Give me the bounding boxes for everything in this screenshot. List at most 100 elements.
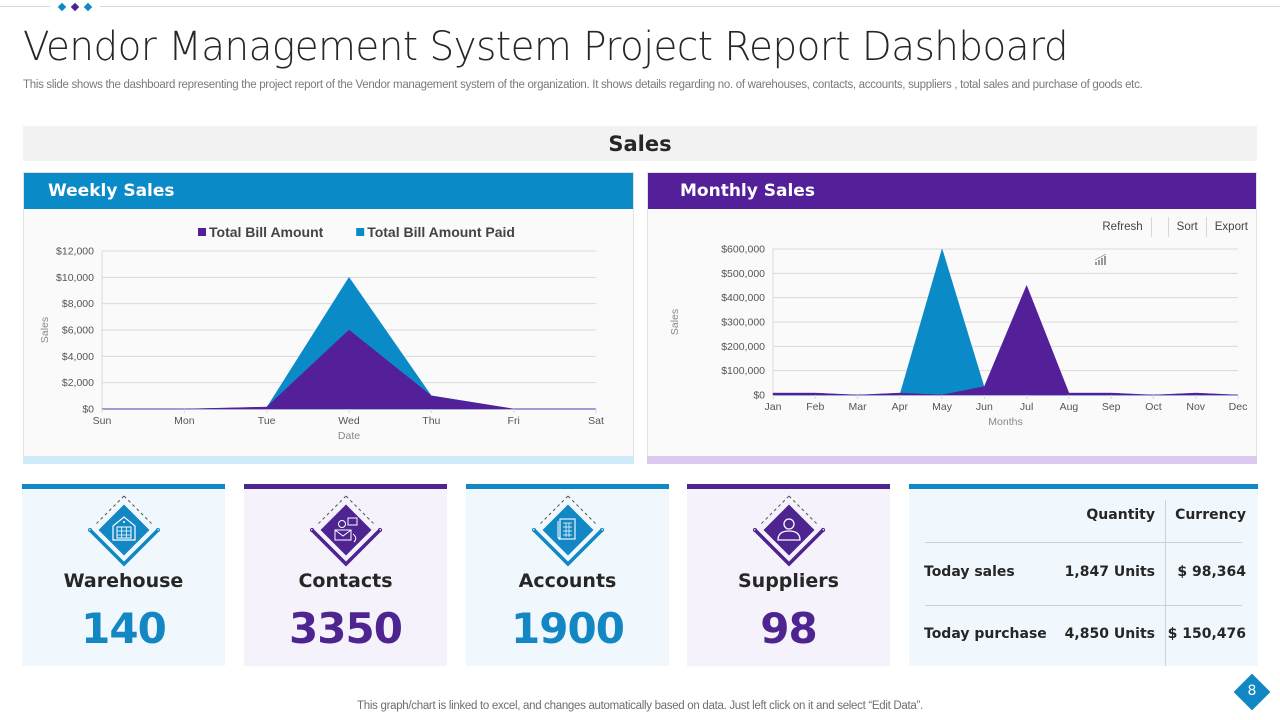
page-number-badge: 8 xyxy=(1233,673,1271,711)
kpi-label: Accounts xyxy=(518,570,617,592)
legend-label: Total Bill Amount xyxy=(209,224,324,240)
x-tick-label: Jul xyxy=(1020,401,1033,413)
footnote: This graph/chart is linked to excel, and… xyxy=(357,700,923,712)
y-tick-label: $0 xyxy=(82,404,94,416)
x-tick-label: Mon xyxy=(174,415,195,427)
row-divider xyxy=(925,605,1242,606)
x-axis-title: Date xyxy=(338,430,360,442)
area-total-bill-amount xyxy=(102,329,596,410)
area-total-bill-amount xyxy=(772,284,1239,396)
refresh-button[interactable]: Refresh xyxy=(1094,217,1152,237)
x-tick-label: Wed xyxy=(338,415,360,427)
panel-footer-bar xyxy=(647,456,1257,464)
weekly-sales-panel: Weekly Sales $0 $2,000 $4,000 $6,000 $8,000 $… xyxy=(23,172,634,464)
kpi-accent-bar xyxy=(466,484,669,489)
today-sales-currency: $ 98,364 xyxy=(1177,564,1246,580)
y-tick-label: $8,000 xyxy=(62,298,94,310)
x-tick-label: May xyxy=(932,401,953,413)
weekly-sales-chart[interactable]: $0 $2,000 $4,000 $6,000 $8,000 $10,000 $12,000… xyxy=(24,209,635,457)
kpi-card-accounts: Accounts 1900 xyxy=(466,484,669,666)
sort-button[interactable]: Sort xyxy=(1169,217,1207,237)
contacts-icon xyxy=(308,494,384,570)
kpi-card-suppliers: Suppliers 98 xyxy=(687,484,890,666)
x-tick-label: Jun xyxy=(976,401,993,413)
x-tick-label: Feb xyxy=(806,401,824,413)
page-number: 8 xyxy=(1247,683,1257,699)
y-tick-label: $0 xyxy=(753,390,765,402)
section-title-sales: Sales xyxy=(23,126,1257,161)
y-tick-label: $200,000 xyxy=(721,341,765,353)
column-header-quantity: Quantity xyxy=(1086,507,1155,523)
chart-type-button[interactable] xyxy=(1095,217,1169,265)
y-axis-title: Sales xyxy=(39,317,51,343)
suppliers-icon xyxy=(751,494,827,570)
y-tick-label: $400,000 xyxy=(721,292,765,304)
x-tick-label: Sat xyxy=(588,415,604,427)
x-tick-label: Apr xyxy=(892,401,909,413)
legend-swatch xyxy=(198,228,206,236)
row-label-today-purchase: Today purchase xyxy=(924,626,1047,642)
row-label-today-sales: Today sales xyxy=(924,564,1015,580)
column-divider xyxy=(1165,500,1166,666)
kpi-value: 98 xyxy=(760,604,817,653)
warehouse-icon xyxy=(86,494,162,570)
x-tick-label: Thu xyxy=(422,415,440,427)
column-header-currency: Currency xyxy=(1175,507,1246,523)
kpi-label: Contacts xyxy=(298,570,393,592)
monthly-sales-chart[interactable]: $0 $100,000 $200,000 $300,000 $400,000 $500,0… xyxy=(648,209,1258,457)
export-button[interactable]: Export xyxy=(1214,221,1248,233)
bar-chart-icon xyxy=(1095,253,1107,265)
y-tick-label: $500,000 xyxy=(721,268,765,280)
legend-swatch xyxy=(356,228,365,236)
y-axis-title: Sales xyxy=(669,309,681,335)
kpi-accent-bar xyxy=(687,484,890,489)
y-tick-label: $100,000 xyxy=(721,365,765,377)
kpi-value: 3350 xyxy=(289,604,403,653)
table-accent-bar xyxy=(909,484,1258,489)
x-axis-title: Months xyxy=(988,416,1022,428)
today-purchase-quantity: 4,850 Units xyxy=(1064,626,1155,642)
y-tick-label: $300,000 xyxy=(721,317,765,329)
chart-toolbar: Refresh Sort Export xyxy=(1094,217,1250,265)
kpi-accent-bar xyxy=(244,484,447,489)
today-sales-quantity: 1,847 Units xyxy=(1064,564,1155,580)
monthly-sales-title: Monthly Sales xyxy=(648,173,1256,209)
y-tick-label: $2,000 xyxy=(62,377,94,389)
decor-dot-icon xyxy=(57,2,67,12)
x-tick-label: Dec xyxy=(1229,401,1248,413)
x-tick-label: Sun xyxy=(93,415,112,427)
x-tick-label: Fri xyxy=(508,415,520,427)
kpi-label: Warehouse xyxy=(63,570,184,592)
kpi-value: 1900 xyxy=(511,604,625,653)
kpi-value: 140 xyxy=(81,604,167,653)
kpi-label: Suppliers xyxy=(737,570,839,592)
page-title: Vendor Management System Project Report … xyxy=(23,24,1069,70)
today-purchase-currency: $ 150,476 xyxy=(1167,626,1246,642)
decor-dot-icon xyxy=(83,2,93,12)
x-tick-label: Sep xyxy=(1102,401,1121,413)
y-tick-label: $600,000 xyxy=(721,244,765,256)
decor-dot-icon xyxy=(70,2,80,12)
page-subtitle: This slide shows the dashboard represent… xyxy=(23,79,1143,91)
y-tick-label: $12,000 xyxy=(56,246,94,258)
sales-summary-table: Quantity Currency Today sales 1,847 Unit… xyxy=(909,484,1258,666)
y-tick-label: $6,000 xyxy=(62,325,94,337)
x-tick-label: Nov xyxy=(1186,401,1205,413)
kpi-card-contacts: Contacts 3350 xyxy=(244,484,447,666)
legend-label: Total Bill Amount Paid xyxy=(367,224,515,240)
top-rule xyxy=(0,6,1280,7)
panel-footer-bar xyxy=(23,456,634,464)
kpi-accent-bar xyxy=(22,484,225,489)
y-tick-label: $4,000 xyxy=(62,351,94,363)
row-divider xyxy=(925,542,1242,543)
x-tick-label: Tue xyxy=(258,415,276,427)
monthly-sales-panel: Monthly Sales $0 $100,000 $200,000 $300,000… xyxy=(647,172,1257,464)
decor-dots xyxy=(50,1,100,13)
weekly-sales-title: Weekly Sales xyxy=(24,173,633,209)
accounts-icon xyxy=(530,494,606,570)
x-tick-label: Aug xyxy=(1060,401,1079,413)
kpi-card-warehouse: Warehouse 140 xyxy=(22,484,225,666)
y-tick-label: $10,000 xyxy=(56,272,94,284)
chart-legend: Total Bill Amount Total Bill Amount Paid xyxy=(198,224,515,240)
x-tick-label: Jan xyxy=(765,401,782,413)
